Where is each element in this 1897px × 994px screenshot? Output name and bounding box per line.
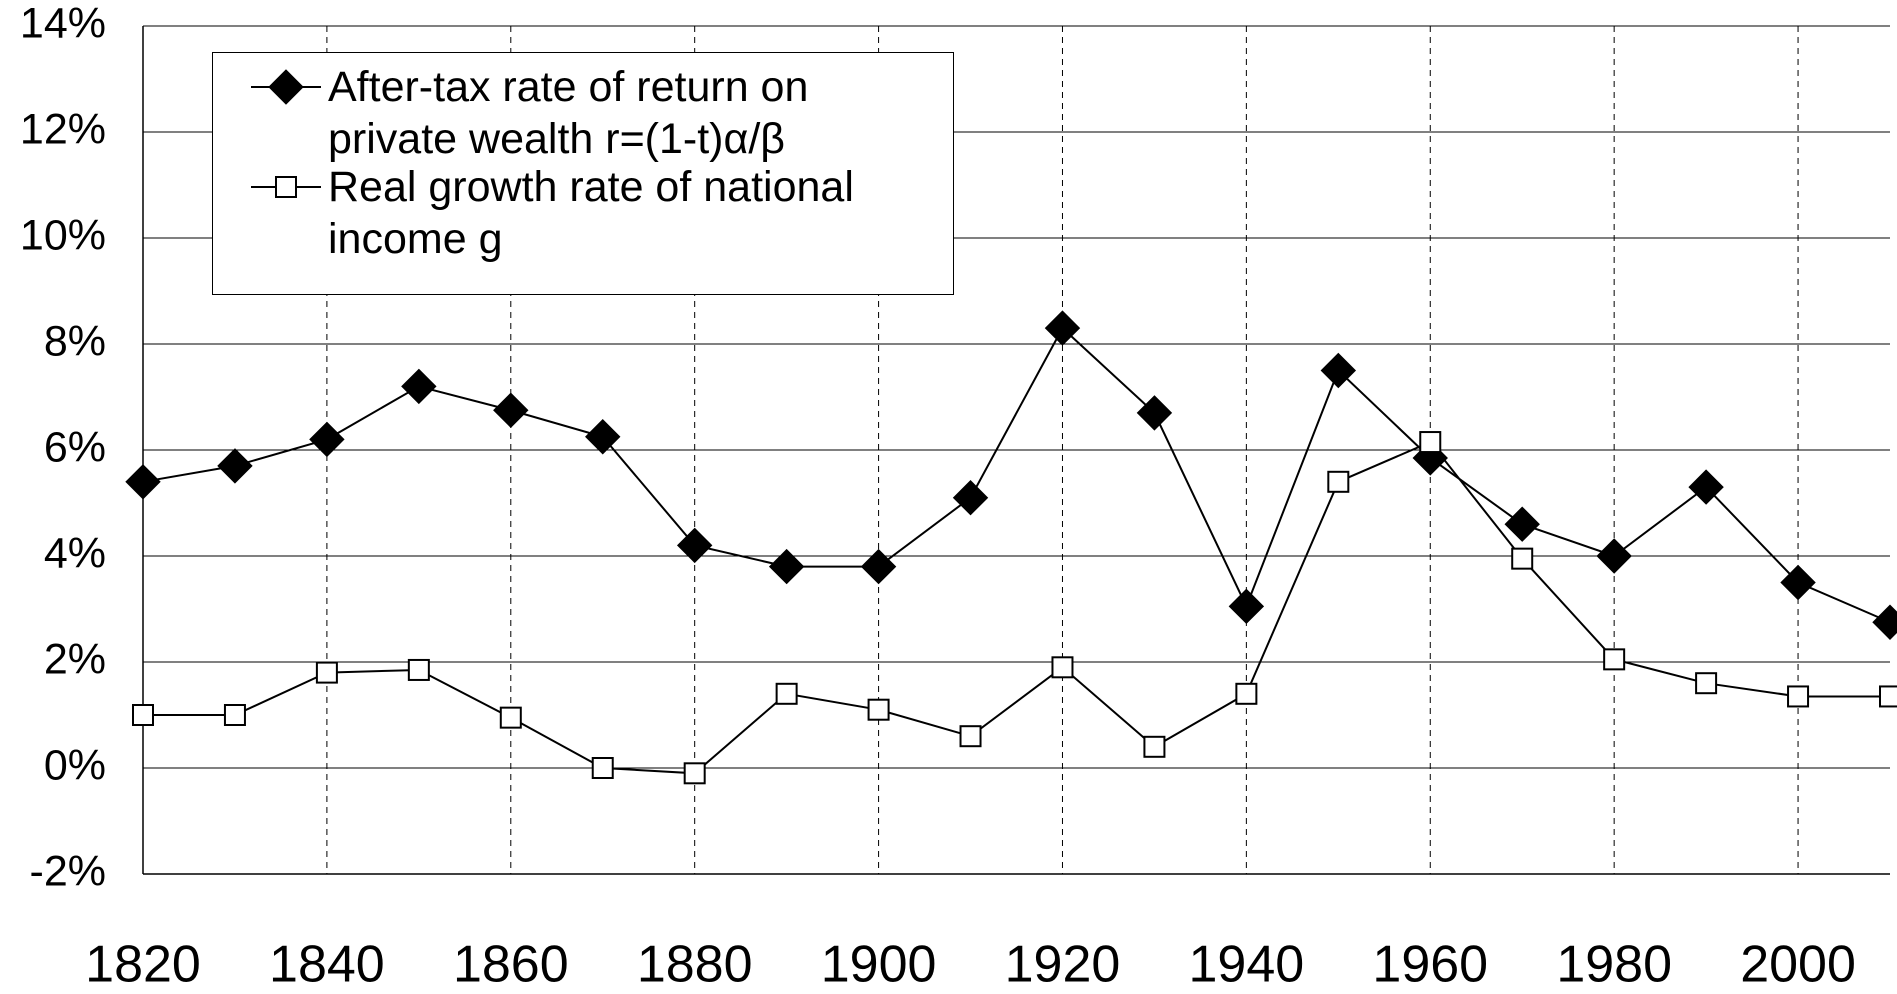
point <box>493 392 529 428</box>
x-tick-label: 2000 <box>1740 936 1856 994</box>
y-tick-label: 14% <box>20 0 106 47</box>
point <box>1688 469 1724 505</box>
x-tick-label: 1940 <box>1189 936 1305 994</box>
point <box>132 704 154 726</box>
point <box>768 548 805 585</box>
series-line <box>143 440 1890 775</box>
point <box>1872 604 1897 640</box>
point <box>585 419 621 455</box>
point <box>499 706 522 729</box>
point <box>952 479 989 516</box>
y-tick-label: 2% <box>44 635 106 683</box>
x-tick-label: 1960 <box>1372 936 1488 994</box>
y-tick-label: 10% <box>20 211 106 259</box>
y-tick-label: 6% <box>44 423 106 471</box>
point <box>1228 588 1265 625</box>
point <box>401 368 437 405</box>
point <box>1780 564 1816 601</box>
legend: After-tax rate of return on private weal… <box>212 52 954 295</box>
y-tick-label: 0% <box>44 741 106 789</box>
point <box>1879 685 1897 708</box>
x-tick-label: 1980 <box>1556 936 1672 994</box>
point <box>1511 547 1534 570</box>
point <box>407 658 430 681</box>
point <box>1787 685 1810 708</box>
point <box>1327 470 1350 493</box>
legend-key <box>251 176 321 198</box>
y-tick-label: 12% <box>20 105 106 153</box>
point <box>1596 538 1632 574</box>
y-tick-label: 8% <box>44 317 106 365</box>
legend-key <box>251 69 321 105</box>
point <box>591 757 614 779</box>
point <box>959 725 982 748</box>
legend-label: Real growth rate of national income g <box>328 163 854 263</box>
x-tick-label: 1920 <box>1005 936 1121 994</box>
point <box>1235 682 1258 705</box>
point <box>315 661 338 684</box>
x-tick-label: 1880 <box>637 936 753 994</box>
point <box>125 464 161 500</box>
x-tick-label: 1860 <box>453 936 569 994</box>
point <box>309 421 345 458</box>
point <box>1419 431 1442 454</box>
point <box>1136 395 1173 431</box>
point <box>867 698 890 721</box>
x-tick-label: 1820 <box>85 936 201 994</box>
point <box>676 527 713 564</box>
point <box>1320 352 1357 389</box>
point <box>275 176 297 198</box>
point <box>683 762 706 785</box>
point <box>223 704 246 726</box>
point <box>1603 648 1626 671</box>
point <box>1051 656 1074 679</box>
point <box>1695 672 1718 695</box>
series-line <box>142 326 1891 624</box>
y-tick-label: 4% <box>44 529 106 577</box>
legend-label: After-tax rate of return on private weal… <box>328 63 809 163</box>
x-tick-label: 1840 <box>269 936 385 994</box>
point <box>775 682 798 705</box>
y-tick-label: -2% <box>30 847 106 895</box>
point <box>268 69 304 105</box>
point <box>860 548 897 585</box>
point <box>1504 506 1540 542</box>
point <box>1044 310 1081 346</box>
point <box>1143 735 1166 758</box>
x-tick-label: 1900 <box>821 936 937 994</box>
point <box>217 448 253 484</box>
